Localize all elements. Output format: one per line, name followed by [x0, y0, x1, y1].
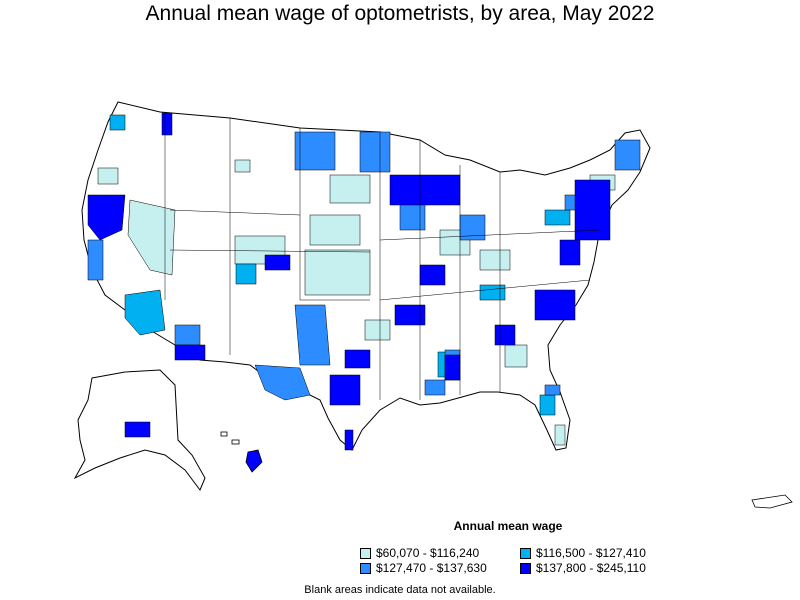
area-louisiana — [444, 354, 461, 381]
puerto-rico-outline — [751, 494, 793, 509]
area-northern-california — [87, 194, 126, 241]
area-alaska-south — [124, 421, 151, 438]
area-dallas — [344, 349, 371, 369]
state-borders — [164, 112, 601, 400]
area-washington-north — [161, 112, 173, 136]
legend-label-2: $116,500 - $127,410 — [536, 546, 646, 560]
legend-label-1: $60,070 - $116,240 — [376, 546, 480, 560]
area-arkansas — [364, 319, 391, 341]
area-texas-central — [254, 364, 311, 401]
area-washington-west — [109, 114, 126, 131]
area-minnesota — [359, 131, 391, 173]
hawaii-island-maui — [231, 439, 240, 445]
area-colorado-springs — [235, 263, 257, 285]
area-southern-california — [124, 289, 166, 336]
area-washington-east — [97, 167, 119, 185]
area-kansas — [304, 249, 371, 296]
area-virginia — [559, 239, 581, 266]
legend-item-1: $60,070 - $116,240 — [360, 546, 479, 560]
map-title: Annual mean wage of optometrists, by are… — [145, 2, 655, 25]
area-montana-west — [234, 159, 251, 173]
footnote: Blank areas indicate data not available. — [304, 584, 496, 596]
area-houston — [329, 374, 361, 406]
area-nevada — [127, 199, 176, 276]
area-georgia — [504, 344, 528, 368]
hawaii-islands — [220, 431, 263, 473]
area-maine — [614, 139, 641, 171]
area-oklahoma — [394, 304, 426, 326]
legend-item-3: $127,470 - $137,630 — [360, 561, 487, 575]
area-florida-south — [554, 424, 566, 446]
area-pennsylvania — [544, 209, 571, 226]
legend-item-4: $137,800 - $245,110 — [520, 561, 646, 575]
area-new-mexico — [174, 344, 206, 361]
area-georgia-south — [424, 379, 446, 396]
area-kansas-city — [264, 254, 291, 271]
area-ohio-valley — [479, 249, 511, 271]
legend-swatch-1 — [360, 547, 371, 559]
legend-label-3: $127,470 - $137,630 — [376, 561, 487, 575]
wage-areas — [87, 112, 641, 451]
legend-item-2: $116,500 - $127,410 — [520, 546, 646, 560]
area-missouri — [419, 264, 446, 286]
area-north-dakota-east — [294, 131, 336, 171]
area-alabama — [494, 324, 516, 346]
legend-swatch-3 — [360, 562, 371, 574]
legend-swatch-2 — [520, 547, 531, 559]
legend-title: Annual mean wage — [453, 519, 563, 533]
area-arizona — [174, 324, 201, 346]
legend-swatch-4 — [520, 562, 531, 574]
area-gulf-coast — [344, 429, 354, 451]
area-great-lakes — [389, 174, 461, 206]
area-south-dakota — [329, 174, 371, 204]
area-tennessee — [479, 284, 506, 301]
area-florida-tampa — [544, 384, 561, 396]
area-florida-east — [539, 394, 556, 416]
area-oregon-coast — [87, 239, 104, 281]
legend-label-4: $137,800 - $245,110 — [536, 561, 646, 575]
hawaii-island-oahu — [220, 431, 228, 437]
area-northeast-corridor — [574, 179, 611, 241]
area-west-texas — [294, 304, 331, 366]
hawaii-island-big — [245, 449, 263, 473]
area-nebraska — [309, 214, 361, 246]
area-carolinas — [534, 289, 576, 321]
